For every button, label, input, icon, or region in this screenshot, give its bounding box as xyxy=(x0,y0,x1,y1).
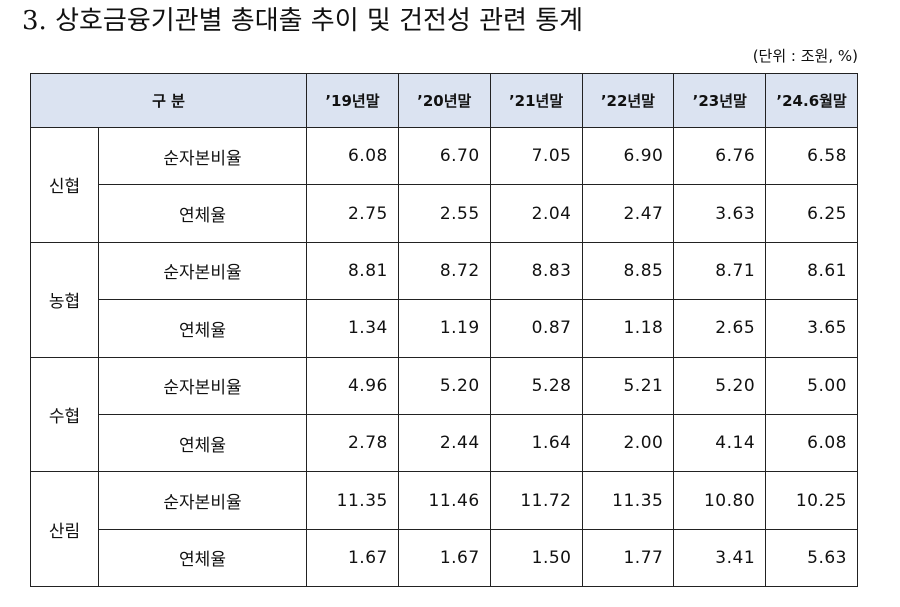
table-row: 농협 순자본비율 8.81 8.72 8.83 8.85 8.71 8.61 xyxy=(30,241,858,358)
table-row: 연체율 2.75 2.55 2.04 2.47 3.63 6.25 xyxy=(31,184,858,243)
value-cell: 1.19 xyxy=(397,299,491,358)
group-cell: 농협 xyxy=(30,241,99,358)
group-cell: 산림 xyxy=(30,471,99,588)
value-cell: 3.65 xyxy=(765,299,858,358)
value-cell: 2.00 xyxy=(581,413,675,473)
value-cell: 8.85 xyxy=(581,241,675,301)
value-cell: 5.20 xyxy=(397,356,491,415)
value-cell: 11.72 xyxy=(489,471,583,530)
row-label: 순자본비율 xyxy=(97,471,308,530)
value-cell: 8.81 xyxy=(306,241,399,301)
value-cell: 6.08 xyxy=(306,126,399,186)
row-label: 연체율 xyxy=(97,184,308,243)
table-body: 신협 순자본비율 6.08 6.70 7.05 6.90 6.76 6.58 연체율 2.75 2.… xyxy=(30,126,858,588)
value-cell: 5.21 xyxy=(581,356,675,415)
value-cell: 1.50 xyxy=(489,528,583,588)
value-cell: 1.34 xyxy=(306,299,399,358)
value-cell: 1.18 xyxy=(581,299,675,358)
value-cell: 4.96 xyxy=(306,356,399,415)
value-cell: 0.87 xyxy=(489,299,583,358)
stats-table: 구 분 ’19년말 ’20년말 ’21년말 ’22년말 ’23년말 ’24.6월말 신협 순자… xyxy=(29,73,858,588)
row-label: 순자본비율 xyxy=(97,241,308,301)
header-cell: ’21년말 xyxy=(489,73,583,128)
row-label: 순자본비율 xyxy=(97,126,308,186)
value-cell: 3.63 xyxy=(673,184,767,243)
value-cell: 6.25 xyxy=(765,184,858,243)
row-label: 순자본비율 xyxy=(97,356,308,415)
value-cell: 2.04 xyxy=(489,184,583,243)
header-cell: ’23년말 xyxy=(673,73,767,128)
value-cell: 2.65 xyxy=(673,299,767,358)
value-cell: 7.05 xyxy=(489,126,583,186)
value-cell: 8.71 xyxy=(673,241,767,301)
value-cell: 4.14 xyxy=(673,413,767,473)
row-label: 연체율 xyxy=(97,299,308,358)
value-cell: 6.08 xyxy=(765,413,858,473)
value-cell: 6.70 xyxy=(397,126,491,186)
value-cell: 10.80 xyxy=(673,471,767,530)
header-cell: ’22년말 xyxy=(581,73,675,128)
page-title: 3. 상호금융기관별 총대출 추이 및 건전성 관련 통계 xyxy=(22,6,584,36)
value-cell: 2.44 xyxy=(397,413,491,473)
value-cell: 5.00 xyxy=(765,356,858,415)
value-cell: 6.76 xyxy=(673,126,767,186)
table-row: 산림 순자본비율 11.35 11.46 11.72 11.35 10.80 10.25 xyxy=(30,471,858,588)
value-cell: 5.28 xyxy=(489,356,583,415)
value-cell: 10.25 xyxy=(765,471,858,530)
row-label: 연체율 xyxy=(97,413,308,473)
value-cell: 8.61 xyxy=(765,241,858,301)
header-cell: ’19년말 xyxy=(306,73,399,128)
value-cell: 11.46 xyxy=(397,471,491,530)
table-row: 수협 순자본비율 4.96 5.20 5.28 5.21 5.20 5.00 xyxy=(30,356,858,473)
table-row: 연체율 1.67 1.67 1.50 1.77 3.41 5.63 xyxy=(31,528,858,588)
value-cell: 2.47 xyxy=(581,184,675,243)
value-cell: 8.83 xyxy=(489,241,583,301)
value-cell: 1.67 xyxy=(306,528,399,588)
table-row: 연체율 2.78 2.44 1.64 2.00 4.14 6.08 xyxy=(31,413,858,473)
value-cell: 2.75 xyxy=(306,184,399,243)
value-cell: 8.72 xyxy=(397,241,491,301)
value-cell: 5.63 xyxy=(765,528,858,588)
row-label: 연체율 xyxy=(97,528,308,588)
value-cell: 1.67 xyxy=(397,528,491,588)
value-cell: 3.41 xyxy=(673,528,767,588)
table-row: 연체율 1.34 1.19 0.87 1.18 2.65 3.65 xyxy=(31,299,858,358)
value-cell: 6.90 xyxy=(581,126,675,186)
value-cell: 1.64 xyxy=(489,413,583,473)
value-cell: 2.55 xyxy=(397,184,491,243)
header-cell: 구 분 xyxy=(29,73,308,128)
group-cell: 수협 xyxy=(30,356,99,473)
value-cell: 5.20 xyxy=(673,356,767,415)
header-cell: ’20년말 xyxy=(397,73,491,128)
header-row: 구 분 ’19년말 ’20년말 ’21년말 ’22년말 ’23년말 ’24.6월말 xyxy=(29,73,858,128)
value-cell: 2.78 xyxy=(306,413,399,473)
group-cell: 신협 xyxy=(30,127,99,243)
unit-note: (단위 : 조원, %) xyxy=(752,47,858,65)
value-cell: 11.35 xyxy=(581,471,675,530)
header-cell: ’24.6월말 xyxy=(765,73,858,128)
value-cell: 6.58 xyxy=(765,126,858,186)
value-cell: 1.77 xyxy=(581,528,675,588)
value-cell: 11.35 xyxy=(306,471,399,530)
table-row: 신협 순자본비율 6.08 6.70 7.05 6.90 6.76 6.58 xyxy=(30,126,858,243)
